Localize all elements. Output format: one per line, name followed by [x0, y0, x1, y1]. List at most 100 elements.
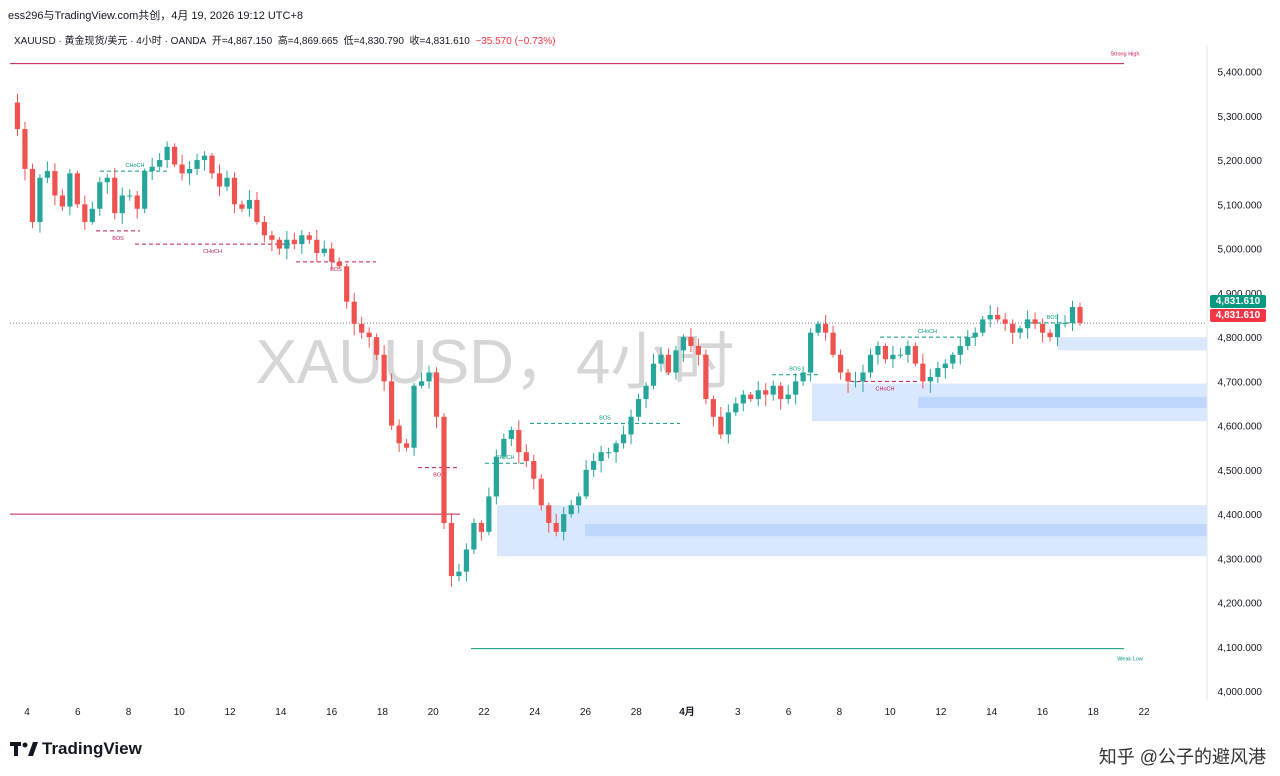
candle-body	[104, 177, 110, 183]
candle-body	[845, 372, 851, 382]
candle-body	[239, 204, 245, 209]
structure-label: CHoCH	[203, 249, 222, 255]
structure-label: CHoCH	[876, 386, 895, 392]
candle-body	[224, 177, 230, 187]
candle-body	[97, 182, 103, 209]
candle	[665, 348, 672, 376]
candle-body	[920, 363, 926, 382]
candle-body	[134, 195, 140, 209]
candle-body	[366, 332, 372, 338]
candle	[14, 93, 21, 137]
candle-body	[852, 381, 859, 383]
y-axis[interactable]: 5,400.000 5,300.000 5,200.000 5,100.000 5,00…	[1218, 68, 1263, 699]
candle	[733, 397, 739, 416]
candle	[127, 189, 133, 201]
tradingview-logo-icon	[10, 742, 38, 756]
close-label: 收	[409, 36, 420, 47]
candle-body	[149, 166, 155, 172]
candle-body	[299, 235, 305, 245]
candle	[329, 242, 335, 270]
structure-label: Weak Low	[1117, 657, 1143, 663]
structure-label: BOS	[112, 236, 124, 242]
candle	[396, 419, 402, 453]
candle-body	[493, 456, 499, 497]
candle-body	[710, 399, 716, 417]
x-axis[interactable]: 4 6 8 10 12 14 16 18 20 22 24 26 28 4月 3 6 8 10 12 14 16 18 22	[24, 706, 1150, 718]
candle	[239, 200, 245, 213]
structure-label: BOS	[789, 367, 801, 373]
candle-body	[142, 171, 148, 209]
candle	[1054, 314, 1061, 346]
candle-body	[613, 443, 619, 453]
candle-body	[628, 416, 634, 435]
candle-body	[546, 505, 552, 523]
candle-body	[793, 381, 799, 395]
y-tick-label: 5,100.000	[1218, 200, 1263, 211]
candle	[157, 152, 163, 171]
x-tick-label: 24	[529, 707, 541, 718]
candle	[897, 347, 904, 359]
x-tick-label: 10	[174, 707, 186, 718]
tradingview-logo[interactable]: TradingView	[10, 739, 142, 759]
candle-body	[576, 496, 582, 506]
candle-body	[246, 199, 253, 209]
candle-body	[179, 164, 185, 174]
structure-label: BOS	[330, 267, 342, 273]
candle	[538, 474, 544, 511]
candle	[620, 425, 627, 449]
candles[interactable]	[14, 93, 1083, 587]
candle-body	[523, 452, 529, 462]
candle	[284, 230, 290, 260]
candle	[598, 445, 604, 473]
candle-body	[583, 469, 589, 497]
candle-body	[718, 416, 724, 435]
candle	[808, 328, 814, 382]
candle-body	[950, 354, 956, 364]
candle	[426, 365, 432, 389]
candle-body	[22, 129, 28, 169]
y-tick-label: 4,400.000	[1218, 510, 1263, 521]
candle-body	[52, 171, 58, 196]
candle-body	[164, 146, 170, 161]
candle-body	[508, 430, 514, 439]
candle-body	[800, 372, 806, 382]
candle-body	[456, 571, 462, 577]
candle-body	[127, 195, 133, 197]
candle	[980, 315, 986, 337]
candle	[1069, 300, 1076, 331]
market-structure-lines: Strong High Weak Low CHoCH BOS CHoCH BOS BOS CH…	[96, 52, 1143, 663]
order-block-zones	[497, 337, 1207, 557]
candle-body	[67, 173, 73, 207]
candle	[448, 513, 455, 587]
candle	[493, 449, 499, 505]
candle-body	[441, 416, 447, 523]
candle-body	[1069, 307, 1076, 323]
candle	[523, 444, 529, 468]
y-tick-label: 4,500.000	[1218, 466, 1263, 477]
y-tick-label: 4,700.000	[1218, 377, 1263, 388]
symbol-name[interactable]: XAUUSD · 黄金现货/美元 · 4小时 · OANDA	[14, 36, 207, 47]
candle	[1039, 318, 1046, 343]
candle-body	[216, 173, 223, 187]
x-tick-label: 4	[24, 707, 30, 718]
candle	[29, 163, 36, 229]
candle	[463, 543, 470, 582]
candle-body	[965, 337, 971, 346]
candle-body	[1062, 322, 1068, 324]
candle	[688, 328, 694, 353]
candle	[972, 327, 978, 346]
candle-body	[389, 381, 395, 426]
y-tick-label: 4,900.000	[1218, 289, 1263, 300]
x-tick-label: 8	[837, 707, 843, 718]
candle	[201, 151, 208, 171]
candle-body	[770, 385, 776, 395]
candle-body	[658, 354, 664, 364]
x-tick-label: 22	[1138, 707, 1150, 718]
candle-body	[44, 171, 51, 178]
candle	[650, 353, 657, 390]
candle-body	[688, 337, 694, 346]
candle-body	[1077, 307, 1083, 323]
candle-body	[890, 354, 896, 360]
candle-body	[643, 385, 649, 400]
